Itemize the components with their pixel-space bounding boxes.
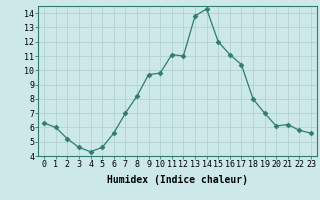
X-axis label: Humidex (Indice chaleur): Humidex (Indice chaleur)	[107, 175, 248, 185]
